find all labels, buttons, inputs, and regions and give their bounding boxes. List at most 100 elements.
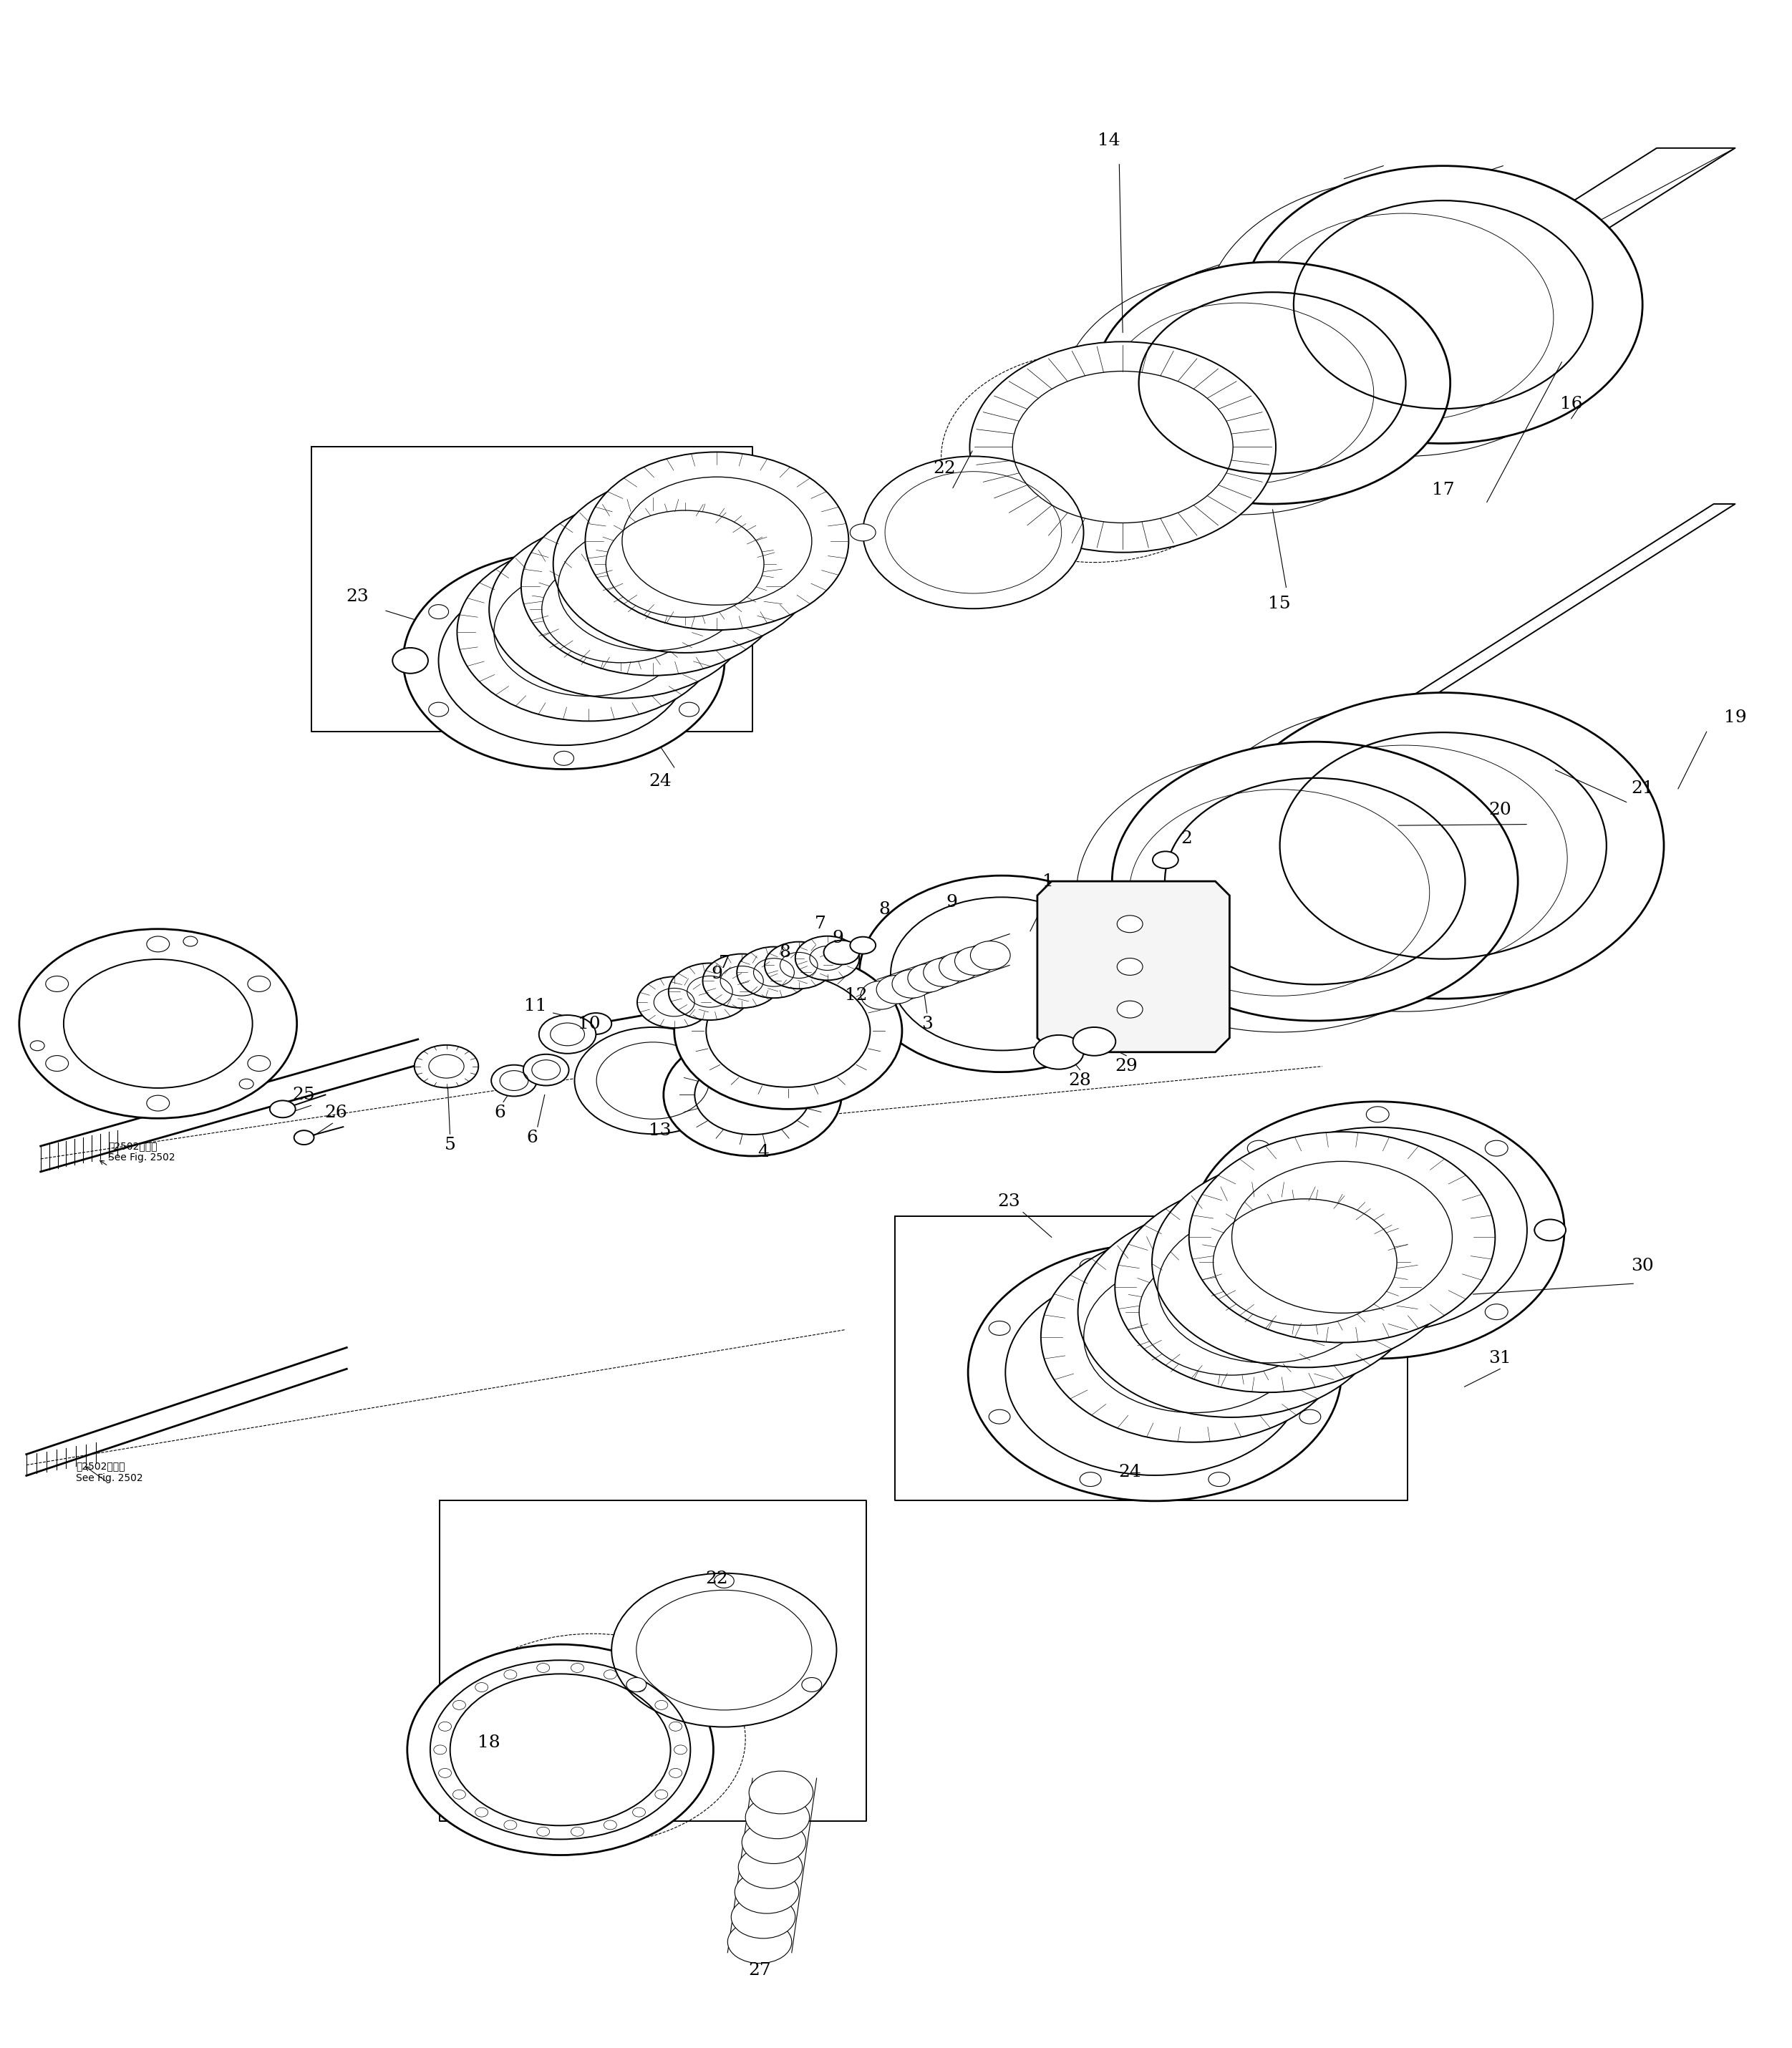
Text: 24: 24 — [649, 774, 672, 791]
Ellipse shape — [1116, 958, 1143, 975]
Ellipse shape — [679, 702, 699, 717]
Ellipse shape — [554, 475, 817, 653]
Text: 27: 27 — [749, 1962, 771, 1978]
Text: 21: 21 — [1631, 780, 1654, 797]
Ellipse shape — [849, 936, 876, 954]
Ellipse shape — [1113, 741, 1518, 1020]
Ellipse shape — [45, 977, 68, 991]
Ellipse shape — [1199, 1223, 1220, 1237]
Ellipse shape — [1073, 1028, 1116, 1055]
Ellipse shape — [1208, 1257, 1229, 1272]
Text: 6: 6 — [527, 1128, 538, 1145]
Ellipse shape — [1034, 1034, 1084, 1069]
Ellipse shape — [475, 1683, 487, 1692]
Ellipse shape — [581, 1014, 611, 1034]
Ellipse shape — [971, 942, 1011, 969]
Ellipse shape — [575, 1028, 731, 1135]
Ellipse shape — [1041, 1231, 1348, 1442]
Ellipse shape — [392, 647, 428, 674]
Ellipse shape — [428, 702, 448, 717]
Ellipse shape — [735, 1870, 799, 1913]
Ellipse shape — [572, 1827, 584, 1837]
Ellipse shape — [453, 1700, 466, 1710]
Ellipse shape — [407, 1645, 713, 1855]
Ellipse shape — [586, 453, 849, 631]
Text: 5: 5 — [444, 1137, 455, 1153]
Text: 15: 15 — [1269, 596, 1290, 612]
Text: 25: 25 — [292, 1087, 315, 1104]
Ellipse shape — [633, 1683, 645, 1692]
Ellipse shape — [504, 1669, 516, 1679]
Text: 14: 14 — [1097, 133, 1120, 150]
Text: 23: 23 — [998, 1194, 1020, 1210]
Ellipse shape — [271, 1100, 296, 1118]
Ellipse shape — [969, 342, 1276, 553]
Text: 12: 12 — [844, 987, 867, 1004]
Ellipse shape — [737, 946, 812, 997]
Ellipse shape — [668, 963, 751, 1020]
Text: 9: 9 — [711, 965, 722, 983]
Ellipse shape — [572, 1663, 584, 1673]
Ellipse shape — [1152, 1157, 1459, 1368]
Ellipse shape — [989, 1409, 1011, 1423]
Text: 22: 22 — [706, 1571, 728, 1587]
Ellipse shape — [1244, 166, 1643, 444]
Ellipse shape — [439, 1767, 452, 1778]
Text: 8: 8 — [878, 901, 891, 918]
Ellipse shape — [30, 1040, 45, 1051]
Ellipse shape — [504, 1821, 516, 1829]
Ellipse shape — [1204, 178, 1604, 457]
Ellipse shape — [521, 498, 785, 676]
Ellipse shape — [892, 969, 932, 997]
Ellipse shape — [674, 952, 901, 1110]
Text: 24: 24 — [1118, 1464, 1142, 1481]
Ellipse shape — [428, 604, 448, 618]
Text: 20: 20 — [1489, 803, 1511, 819]
Text: 7: 7 — [719, 954, 729, 971]
Ellipse shape — [738, 1845, 803, 1888]
Text: 6: 6 — [495, 1104, 505, 1120]
Ellipse shape — [1366, 1106, 1389, 1122]
Ellipse shape — [849, 524, 876, 541]
Ellipse shape — [627, 1677, 647, 1692]
Ellipse shape — [663, 1034, 842, 1155]
Text: 7: 7 — [815, 915, 826, 932]
Ellipse shape — [1247, 1305, 1271, 1319]
Ellipse shape — [1115, 1182, 1421, 1393]
Ellipse shape — [403, 553, 724, 770]
Ellipse shape — [1081, 1257, 1100, 1272]
Ellipse shape — [457, 543, 720, 721]
Ellipse shape — [989, 1321, 1011, 1335]
Ellipse shape — [742, 1821, 806, 1864]
Ellipse shape — [1222, 692, 1663, 999]
Text: 8: 8 — [780, 944, 790, 961]
Ellipse shape — [968, 1243, 1342, 1501]
Ellipse shape — [1116, 1001, 1143, 1018]
Ellipse shape — [955, 946, 995, 975]
Text: 17: 17 — [1432, 481, 1455, 498]
Ellipse shape — [731, 1896, 796, 1937]
Text: 2: 2 — [1181, 829, 1192, 846]
Text: 23: 23 — [346, 588, 369, 604]
Ellipse shape — [240, 1079, 253, 1090]
Ellipse shape — [247, 977, 271, 991]
Ellipse shape — [1208, 1473, 1229, 1487]
Ellipse shape — [749, 1772, 814, 1815]
Ellipse shape — [1486, 1305, 1507, 1319]
Text: 30: 30 — [1631, 1257, 1654, 1274]
Ellipse shape — [876, 975, 916, 1004]
Ellipse shape — [939, 952, 978, 981]
Ellipse shape — [1192, 1102, 1564, 1358]
Ellipse shape — [801, 1677, 823, 1692]
Text: 1: 1 — [1043, 872, 1054, 889]
Text: 28: 28 — [1068, 1073, 1091, 1090]
Ellipse shape — [1183, 705, 1625, 1012]
Ellipse shape — [1299, 1321, 1321, 1335]
Ellipse shape — [294, 1130, 314, 1145]
Text: 22: 22 — [934, 461, 957, 477]
Ellipse shape — [679, 604, 699, 618]
Ellipse shape — [489, 520, 753, 698]
Text: 18: 18 — [478, 1735, 500, 1751]
Ellipse shape — [633, 1808, 645, 1817]
Ellipse shape — [824, 940, 860, 965]
